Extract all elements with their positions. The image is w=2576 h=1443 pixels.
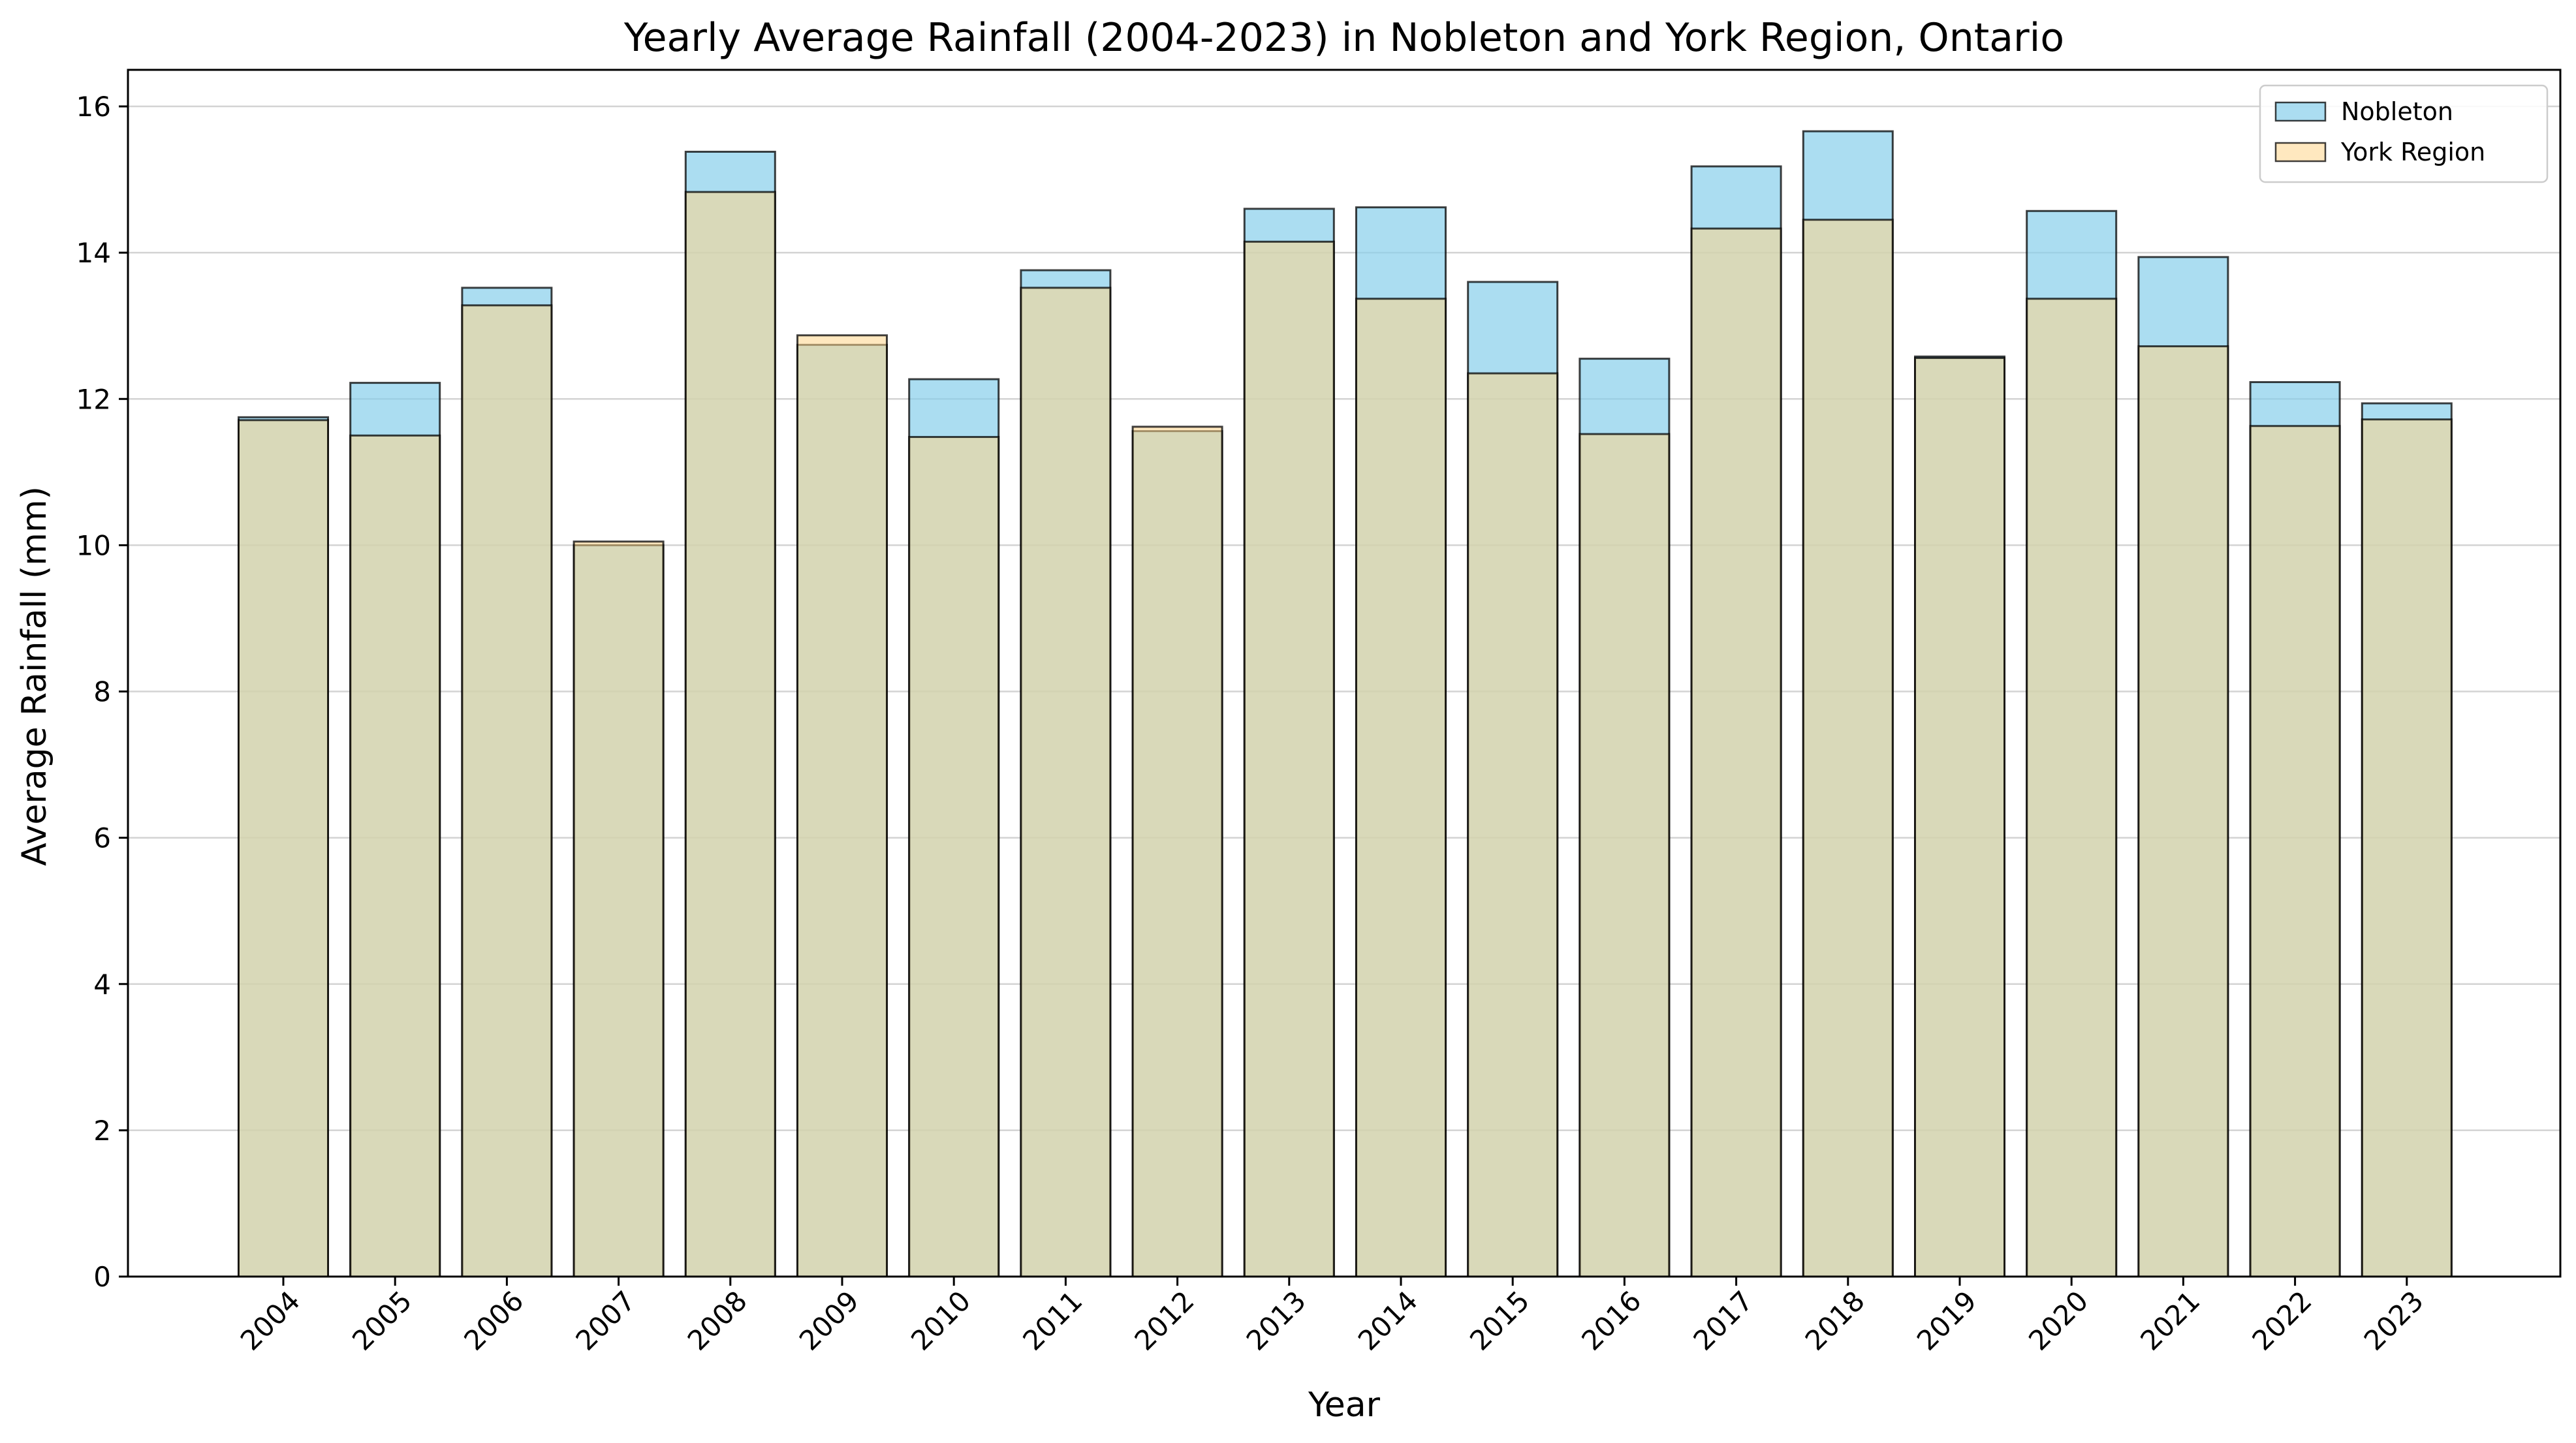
bar-york-region-2019 <box>1914 357 2005 1278</box>
bar-york-region-2016 <box>1579 433 1671 1278</box>
y-tick-label-6: 12 <box>76 383 111 415</box>
bar-york-region-2022 <box>2249 425 2341 1278</box>
bar-york-region-2012 <box>1131 426 1223 1278</box>
bars <box>238 130 2453 1278</box>
bar-york-region-2021 <box>2137 345 2229 1278</box>
legend-swatch-nobleton <box>2274 101 2327 122</box>
bar-york-region-2004 <box>238 419 329 1278</box>
y-tick-label-7: 14 <box>76 237 111 269</box>
y-tick-label-2: 4 <box>93 969 111 1001</box>
bar-york-region-2007 <box>573 540 665 1278</box>
bar-york-region-2009 <box>796 334 888 1278</box>
y-tick-label-8: 16 <box>76 91 111 123</box>
bar-york-region-2008 <box>684 191 776 1278</box>
bar-york-region-2014 <box>1355 298 1447 1278</box>
y-tick-label-4: 8 <box>93 676 111 708</box>
legend-label-nobleton: Nobleton <box>2341 97 2453 126</box>
bar-york-region-2017 <box>1690 227 1782 1278</box>
bar-york-region-2018 <box>1802 219 1894 1278</box>
bar-york-region-2006 <box>461 304 553 1278</box>
bar-york-region-2005 <box>349 434 441 1278</box>
legend-label-york-region: York Region <box>2340 138 2485 166</box>
bar-york-region-2023 <box>2361 418 2453 1278</box>
y-tick-label-1: 2 <box>93 1115 111 1147</box>
y-axis-label: Average Rainfall (mm) <box>15 486 54 866</box>
x-axis-label: Year <box>1308 1386 1381 1425</box>
y-tick-label-5: 10 <box>76 529 111 561</box>
bar-york-region-2013 <box>1243 240 1335 1278</box>
y-tick-label-3: 6 <box>93 822 111 854</box>
plot-area-frame <box>127 69 2562 1278</box>
bar-york-region-2015 <box>1467 372 1559 1278</box>
y-tick-label-0: 0 <box>93 1261 111 1293</box>
bar-york-region-2011 <box>1020 287 1112 1278</box>
legend-box <box>2259 84 2549 183</box>
bar-york-region-2020 <box>2026 298 2118 1278</box>
legend-swatch-york-region <box>2274 142 2327 163</box>
legend: Nobleton York Region <box>2259 84 2549 183</box>
chart-title: Yearly Average Rainfall (2004-2023) in N… <box>623 15 2064 61</box>
bar-york-region-2010 <box>908 436 1000 1278</box>
